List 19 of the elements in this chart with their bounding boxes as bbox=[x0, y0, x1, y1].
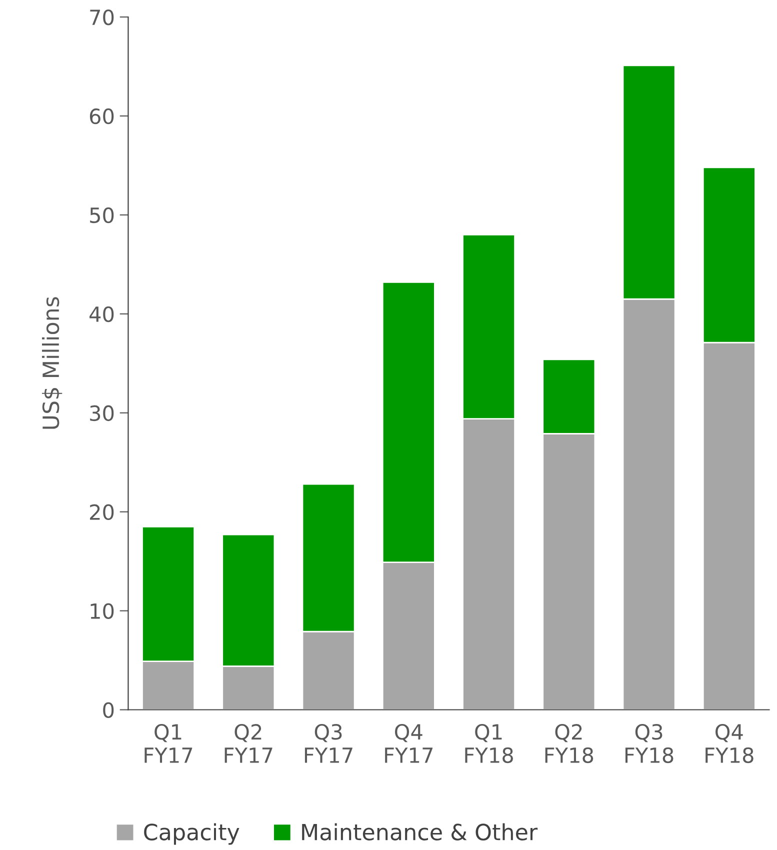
y-tick-label: 30 bbox=[90, 405, 114, 422]
x-tick-label: Q3 FY18 bbox=[625, 724, 674, 764]
x-tick-label: Q2 FY17 bbox=[224, 724, 272, 763]
x-tick-label: Q4 FY18 bbox=[706, 724, 754, 764]
y-tick-label: 20 bbox=[90, 504, 114, 520]
x-tick-label: Q1 FY17 bbox=[144, 724, 192, 763]
y-tick-label: 0 bbox=[103, 702, 114, 718]
x-tick-label: Q1 FY18 bbox=[465, 724, 513, 764]
x-tick-label: Q4 FY17 bbox=[385, 724, 432, 763]
y-axis-title: US$ Millions bbox=[42, 297, 62, 429]
y-tick-label: 40 bbox=[90, 306, 114, 322]
x-tick-label: Q2 FY18 bbox=[545, 724, 594, 764]
y-tick-label: 10 bbox=[90, 603, 114, 619]
legend-label: Maintenance & Other bbox=[302, 823, 538, 840]
legend-label: Capacity bbox=[144, 823, 240, 845]
y-tick-label: 60 bbox=[90, 108, 114, 124]
y-tick-label: 70 bbox=[90, 9, 114, 26]
x-tick-label: Q3 FY17 bbox=[304, 724, 352, 763]
y-tick-label: 50 bbox=[90, 207, 114, 224]
